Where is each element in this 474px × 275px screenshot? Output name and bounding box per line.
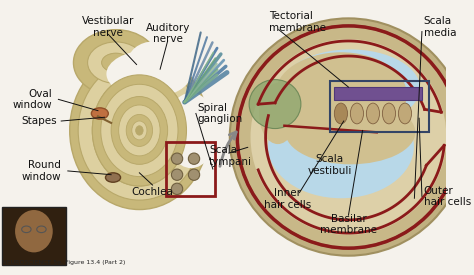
Ellipse shape bbox=[350, 103, 364, 124]
Text: Scala
media: Scala media bbox=[424, 16, 456, 38]
Ellipse shape bbox=[132, 121, 147, 140]
Circle shape bbox=[172, 183, 182, 194]
Text: Auditory
nerve: Auditory nerve bbox=[146, 23, 190, 44]
Ellipse shape bbox=[106, 173, 120, 182]
Ellipse shape bbox=[102, 53, 130, 72]
Ellipse shape bbox=[92, 75, 186, 186]
FancyBboxPatch shape bbox=[2, 207, 66, 265]
Ellipse shape bbox=[126, 114, 153, 147]
Ellipse shape bbox=[73, 30, 158, 96]
Ellipse shape bbox=[92, 75, 186, 186]
Ellipse shape bbox=[118, 105, 160, 156]
FancyBboxPatch shape bbox=[334, 87, 422, 100]
Text: Oval
window: Oval window bbox=[12, 89, 52, 110]
Ellipse shape bbox=[101, 84, 178, 177]
Text: Stapes: Stapes bbox=[21, 116, 56, 126]
Circle shape bbox=[172, 169, 182, 180]
Ellipse shape bbox=[285, 100, 415, 164]
Ellipse shape bbox=[268, 95, 414, 198]
Ellipse shape bbox=[118, 105, 160, 156]
Text: Scala
vestibuli: Scala vestibuli bbox=[308, 155, 352, 176]
Ellipse shape bbox=[366, 103, 380, 124]
Ellipse shape bbox=[128, 42, 180, 84]
Ellipse shape bbox=[102, 53, 130, 72]
Ellipse shape bbox=[249, 79, 301, 128]
Text: Scala
tympani: Scala tympani bbox=[209, 145, 252, 167]
Ellipse shape bbox=[78, 61, 201, 200]
Ellipse shape bbox=[309, 87, 379, 139]
Ellipse shape bbox=[165, 93, 217, 168]
Circle shape bbox=[230, 18, 467, 256]
Ellipse shape bbox=[107, 50, 191, 97]
Ellipse shape bbox=[398, 103, 411, 124]
Text: Round
window: Round window bbox=[22, 160, 61, 182]
Ellipse shape bbox=[111, 97, 168, 164]
Text: Inner
hair cells: Inner hair cells bbox=[264, 188, 311, 210]
Circle shape bbox=[188, 169, 200, 180]
Ellipse shape bbox=[136, 126, 143, 135]
FancyBboxPatch shape bbox=[0, 8, 447, 267]
Circle shape bbox=[251, 39, 447, 235]
Circle shape bbox=[172, 153, 182, 164]
Text: Spiral
ganglion: Spiral ganglion bbox=[198, 103, 243, 124]
Ellipse shape bbox=[132, 121, 147, 140]
Ellipse shape bbox=[111, 97, 168, 164]
Ellipse shape bbox=[275, 52, 407, 137]
Ellipse shape bbox=[101, 84, 178, 177]
Circle shape bbox=[188, 153, 200, 164]
Text: Vestibular
nerve: Vestibular nerve bbox=[82, 16, 135, 38]
Circle shape bbox=[237, 26, 460, 248]
Text: Outer
hair cells: Outer hair cells bbox=[424, 186, 471, 207]
Text: NEUROSCIENCE 5e, Figure 13.4 (Part 2): NEUROSCIENCE 5e, Figure 13.4 (Part 2) bbox=[2, 260, 125, 265]
Text: Cochlea: Cochlea bbox=[132, 187, 173, 197]
Ellipse shape bbox=[15, 210, 53, 252]
Ellipse shape bbox=[259, 83, 297, 144]
Ellipse shape bbox=[126, 114, 153, 147]
Ellipse shape bbox=[334, 103, 347, 124]
Ellipse shape bbox=[383, 103, 396, 124]
Text: Tectorial
membrane: Tectorial membrane bbox=[269, 11, 327, 33]
Ellipse shape bbox=[281, 50, 420, 127]
Ellipse shape bbox=[88, 42, 144, 83]
Ellipse shape bbox=[91, 108, 108, 119]
Text: Basilar
membrane: Basilar membrane bbox=[320, 214, 377, 235]
Ellipse shape bbox=[136, 126, 143, 135]
Ellipse shape bbox=[70, 51, 209, 210]
